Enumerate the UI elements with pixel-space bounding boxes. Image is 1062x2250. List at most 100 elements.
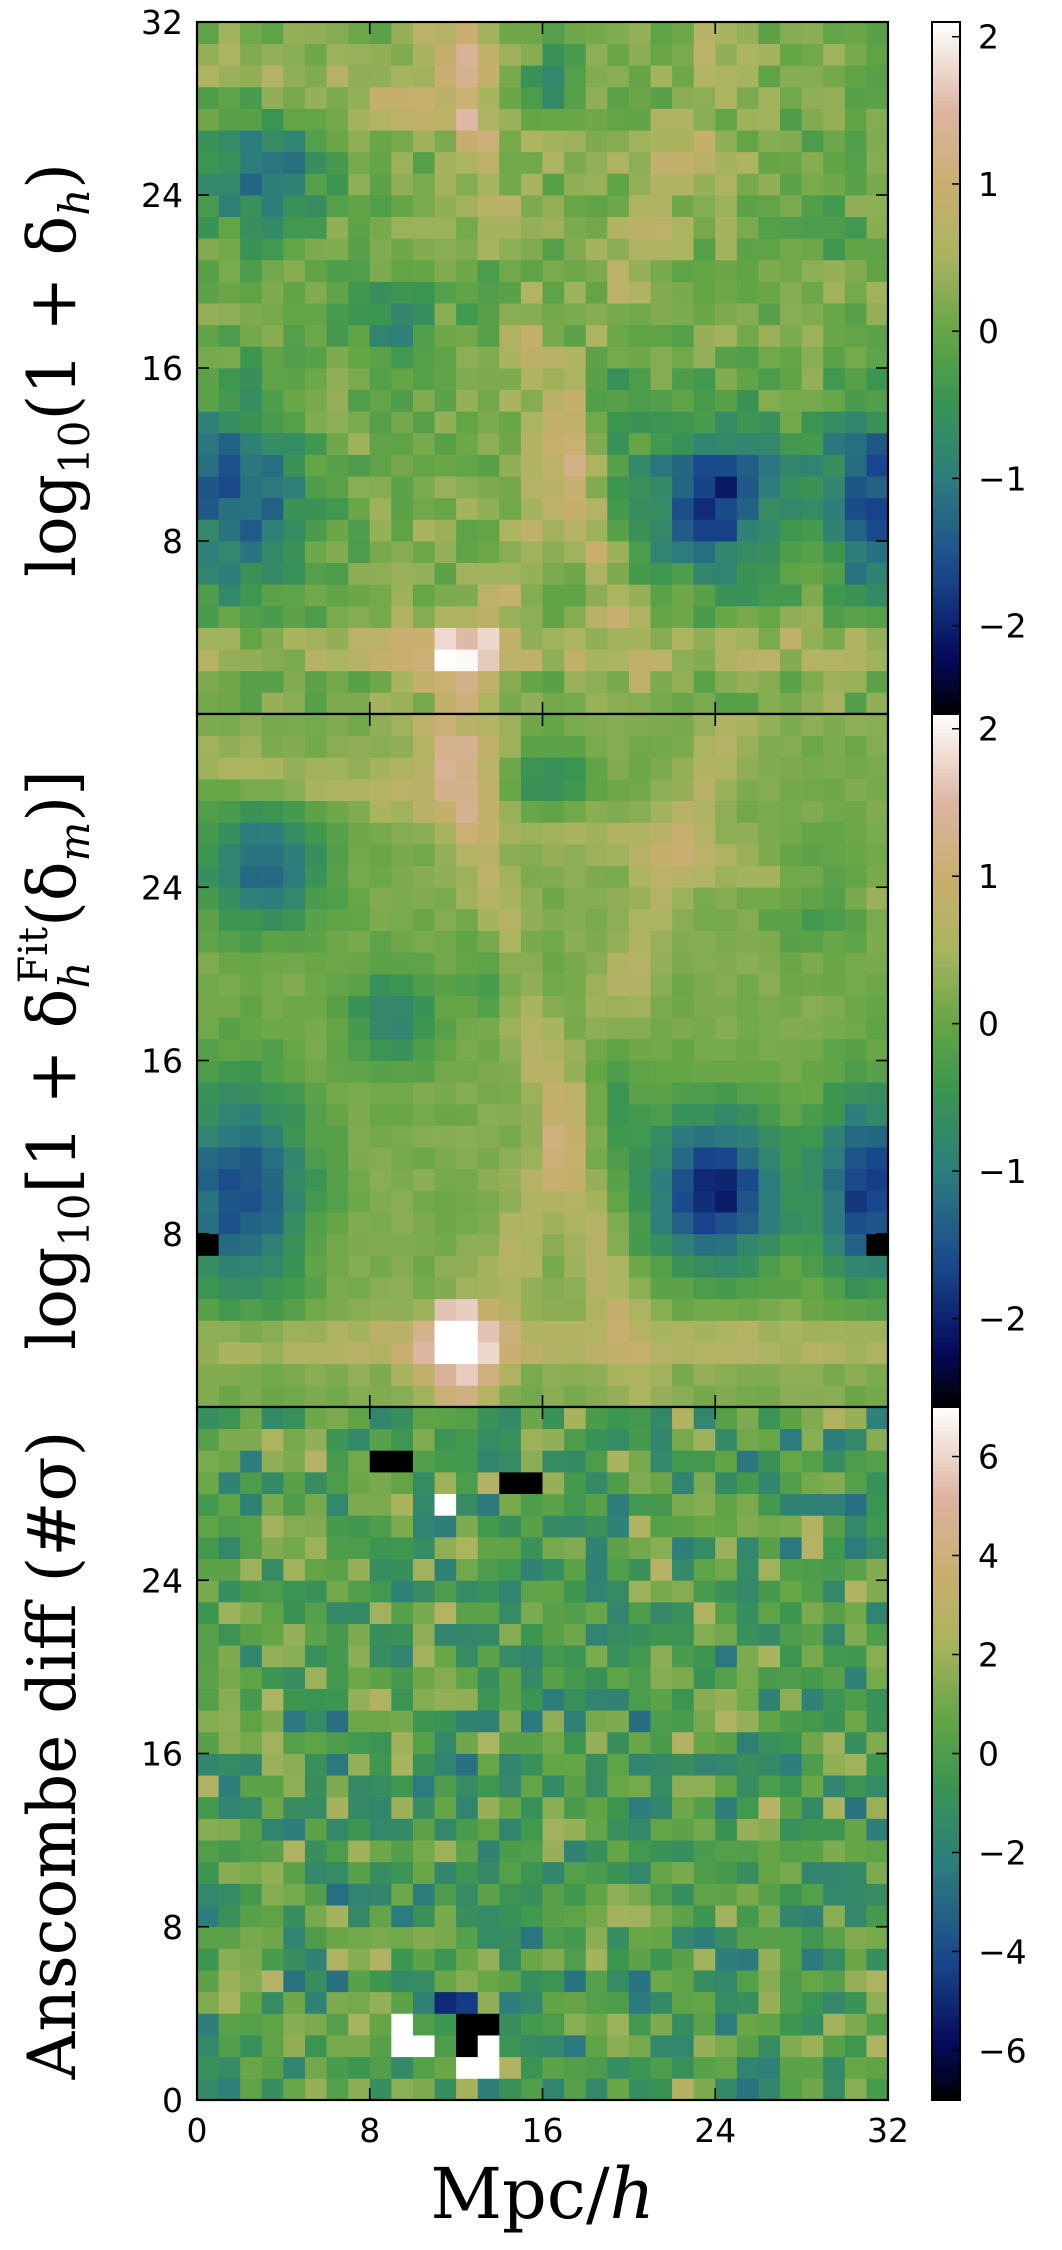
heatmap-cell — [197, 130, 219, 153]
heatmap-cell — [736, 324, 759, 347]
heatmap-cell — [412, 778, 435, 802]
colorbar-segment — [932, 1491, 960, 1497]
heatmap-cell — [758, 346, 781, 369]
heatmap-cell — [499, 1212, 522, 1235]
heatmap-cell — [369, 130, 392, 153]
heatmap-cell — [866, 1428, 889, 1451]
heatmap-cell — [715, 1125, 738, 1148]
heatmap-cell — [736, 930, 759, 953]
heatmap-cell — [801, 238, 824, 261]
heatmap-cell — [218, 2056, 241, 2079]
heatmap-cell — [283, 238, 306, 261]
heatmap-cell — [650, 1558, 673, 1581]
heatmap-cell — [434, 432, 457, 455]
heatmap-cell — [801, 1536, 824, 1559]
heatmap-cell — [434, 714, 457, 737]
heatmap-cell — [434, 1342, 457, 1365]
heatmap-cell — [564, 519, 587, 542]
heatmap-cell — [672, 1688, 695, 1711]
heatmap-cell — [477, 649, 500, 672]
heatmap-cell — [672, 1320, 695, 1343]
y-tick-label: 16 — [141, 349, 183, 388]
heatmap-cell — [369, 1601, 392, 1624]
heatmap-cell — [499, 195, 522, 218]
heatmap-cell — [672, 973, 695, 996]
heatmap-cell — [736, 865, 759, 888]
heatmap-cell — [693, 800, 716, 823]
heatmap-cell — [628, 1753, 651, 1776]
heatmap-cell — [434, 1645, 457, 1668]
heatmap-cell — [283, 1168, 306, 1191]
heatmap-cell — [477, 1385, 500, 1408]
heatmap-cell — [650, 865, 673, 888]
heatmap-cell — [650, 216, 673, 239]
heatmap-cell — [499, 1168, 522, 1191]
heatmap-cell — [844, 1710, 867, 1733]
heatmap-cell — [218, 1407, 241, 1430]
heatmap-cell — [477, 1082, 500, 1105]
heatmap-cell — [585, 432, 608, 455]
colorbar-segment — [932, 1139, 960, 1146]
heatmap-cell — [434, 1407, 457, 1430]
heatmap-cell — [283, 757, 306, 780]
heatmap-cell — [758, 1017, 781, 1040]
colorbar-segment — [932, 31, 960, 38]
colorbar-segment — [932, 308, 960, 315]
heatmap-cell — [197, 1861, 219, 1884]
heatmap-cell — [391, 411, 414, 434]
heatmap-cell — [801, 1666, 824, 1689]
heatmap-cell — [650, 324, 673, 347]
heatmap-cell — [477, 562, 500, 585]
heatmap-cell — [628, 1623, 651, 1646]
heatmap-cell — [650, 238, 673, 261]
colorbar-segment — [932, 353, 960, 359]
heatmap-cell — [672, 259, 695, 282]
heatmap-cell — [477, 1536, 500, 1559]
heatmap-cell — [240, 1623, 263, 1646]
heatmap-cell — [369, 1233, 392, 1256]
heatmap-cell — [736, 562, 759, 585]
heatmap-cell — [693, 584, 716, 607]
heatmap-cell — [261, 281, 284, 304]
heatmap-cell — [823, 973, 846, 996]
heatmap-cell — [672, 1536, 695, 1559]
heatmap-cell — [412, 43, 435, 66]
heatmap-cell — [628, 1320, 651, 1343]
heatmap-cell — [650, 1818, 673, 1841]
heatmap-cell — [477, 454, 500, 477]
heatmap-cell — [520, 86, 543, 109]
heatmap-cell — [240, 1168, 263, 1191]
heatmap-cell — [369, 1861, 392, 1884]
heatmap-cell — [261, 259, 284, 282]
colorbar-segment — [932, 1332, 960, 1339]
heatmap-cell — [499, 1645, 522, 1668]
heatmap-cell — [715, 714, 738, 737]
heatmap-cell — [844, 887, 867, 910]
heatmap-cell — [240, 757, 263, 780]
heatmap-cell — [283, 822, 306, 845]
heatmap-cell — [650, 1038, 673, 1061]
heatmap-cell — [391, 1103, 414, 1126]
heatmap-cell — [197, 368, 219, 391]
heatmap-cell — [283, 1688, 306, 1711]
heatmap-cell — [780, 887, 803, 910]
heatmap-cell — [607, 1905, 630, 1928]
heatmap-cell — [542, 562, 565, 585]
heatmap-cell — [456, 1775, 479, 1798]
heatmap-cell — [197, 1471, 219, 1495]
heatmap-cell — [304, 43, 327, 66]
heatmap-cell — [564, 1103, 587, 1126]
heatmap-cell — [823, 476, 846, 499]
heatmap-cell — [499, 735, 522, 758]
heatmap-cell — [499, 778, 522, 802]
heatmap-cell — [326, 735, 349, 758]
heatmap-cell — [866, 1883, 889, 1906]
heatmap-cell — [801, 735, 824, 758]
heatmap-cell — [477, 541, 500, 564]
x-tick-label: 0 — [187, 2111, 208, 2150]
heatmap-cell — [369, 519, 392, 542]
heatmap-cell — [607, 1753, 630, 1776]
heatmap-cell — [520, 497, 543, 520]
colorbar-segment — [932, 1926, 960, 1933]
heatmap-cell — [866, 1666, 889, 1689]
